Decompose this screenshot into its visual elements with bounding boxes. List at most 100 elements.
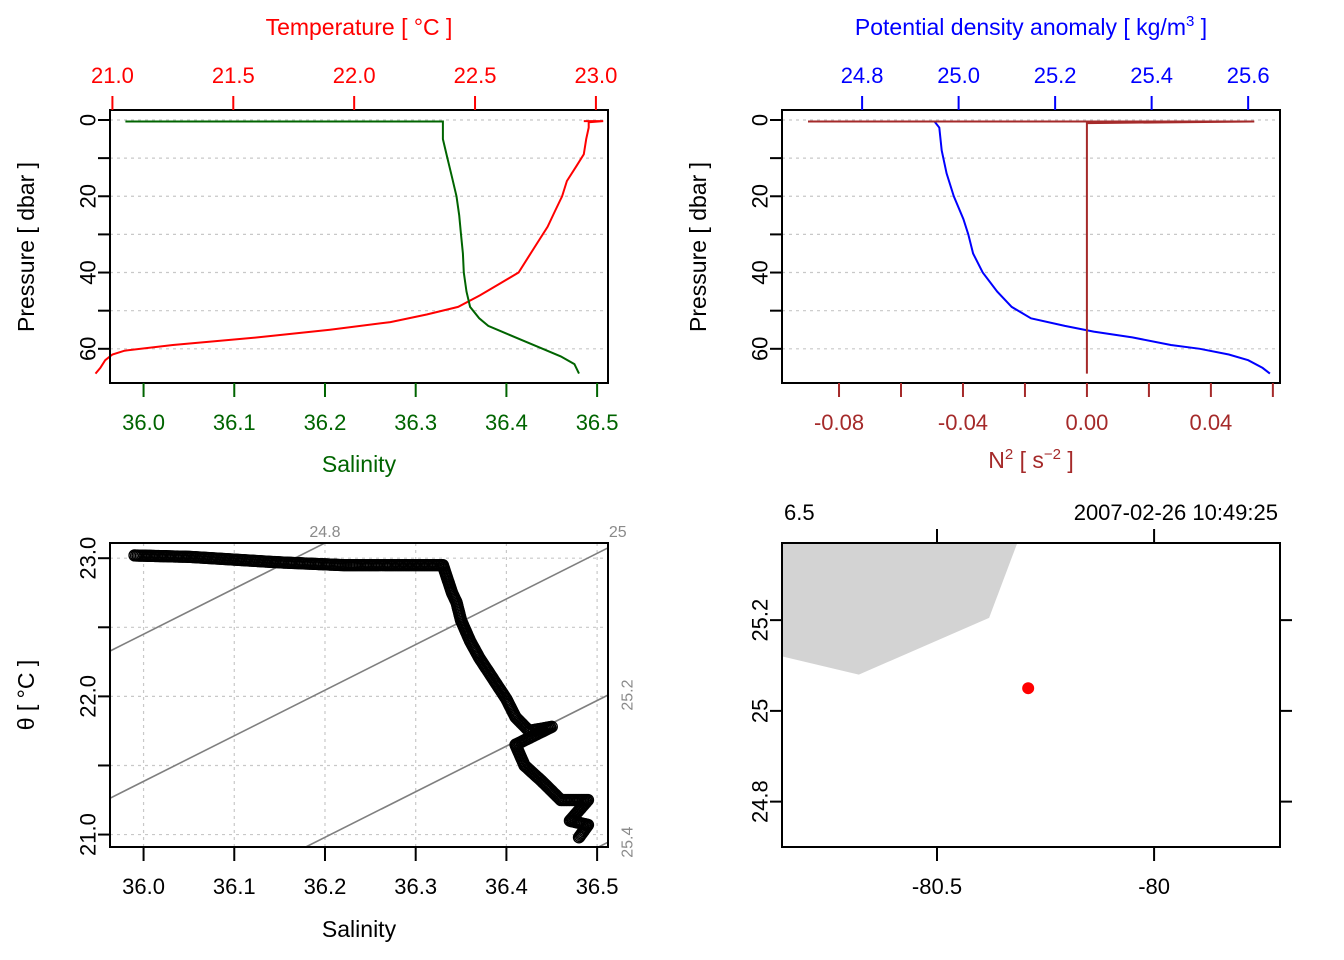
y-tick-label: 21.0	[76, 813, 101, 856]
isopycnal-25	[110, 546, 608, 800]
plot-frame	[781, 109, 1281, 384]
top-tick-label: 25.6	[1227, 63, 1270, 88]
ts-point	[573, 829, 587, 843]
title-main: N	[988, 447, 1005, 473]
y-tick-label: 40	[76, 260, 101, 284]
grid	[110, 119, 608, 350]
x-axis-salinity: 36.0 36.1 36.2 36.3 36.4 36.5	[122, 847, 619, 899]
ts-point	[572, 831, 586, 844]
y-tick-label: 23.0	[76, 537, 101, 580]
top-tick-label: 22.0	[333, 63, 376, 88]
y-axis-title: Pressure [ dbar ]	[13, 162, 39, 332]
y-tick-label: 40	[748, 260, 773, 284]
y-tick-label: 24.8	[748, 780, 773, 823]
x-tick-label: 36.3	[394, 874, 437, 899]
grid	[782, 119, 1280, 350]
bottom-axis-n2: -0.08 -0.04 0.00 0.04	[814, 383, 1274, 435]
station-map-panel: -80.5 -80 24.8 25 25.2 6.5 2007-02-26 10:49:…	[748, 500, 1292, 899]
bottom-axis-title: Salinity	[322, 451, 397, 477]
bottom-tick-label: 36.2	[304, 410, 347, 435]
series-lines	[808, 120, 1271, 375]
bottom-tick-label: 36.5	[576, 410, 619, 435]
x-tick-label: -80	[1138, 874, 1170, 899]
y-tick-label: 0	[748, 114, 773, 126]
isopycnal-label: 25.4	[620, 827, 637, 858]
y-axis-pressure: 0 20 40 60	[76, 114, 110, 361]
title-superscript: 3	[1186, 13, 1194, 30]
y-axis-theta: 21.0 22.0 23.0	[76, 537, 110, 856]
top-tick-label: 25.0	[937, 63, 980, 88]
land-polygon	[782, 543, 1018, 675]
top-axis-temperature: 21.0 21.5 22.0 22.5 23.0	[91, 63, 617, 110]
x-tick-label: 36.5	[576, 874, 619, 899]
bottom-axis-title: N2 [ s−2 ]	[988, 446, 1074, 473]
bottom-tick-label: 36.4	[485, 410, 528, 435]
y-axis-title: θ [ °C ]	[13, 660, 39, 731]
ts-point	[575, 827, 588, 840]
y-tick-label: 60	[76, 337, 101, 361]
title-main: Potential density anomaly [ kg/m	[855, 14, 1186, 40]
y-tick-label: 60	[748, 337, 773, 361]
y-tick-label: 20	[748, 184, 773, 208]
isopycnal-label: 24.8	[309, 524, 340, 541]
bottom-tick-label: 0.04	[1189, 410, 1232, 435]
title-end: ]	[1194, 14, 1207, 40]
bottom-tick-label: 36.1	[213, 410, 256, 435]
station-marker[interactable]	[1022, 682, 1035, 695]
y-tick-label: 22.0	[76, 675, 101, 718]
top-axis-density: 24.8 25.0 25.2 25.4 25.6	[841, 63, 1270, 110]
y-axis-title: Pressure [ dbar ]	[685, 162, 711, 332]
y-tick-label: 25	[748, 699, 773, 723]
top-tick-label: 22.5	[454, 63, 497, 88]
series-temperature-line	[94, 120, 604, 375]
top-tick-label: 23.0	[574, 63, 617, 88]
top-tick-label: 21.0	[91, 63, 134, 88]
title-mid: [ s	[1013, 447, 1044, 473]
top-tick-label: 25.4	[1130, 63, 1173, 88]
plot-frame	[109, 542, 609, 848]
top-tick-label: 21.5	[212, 63, 255, 88]
x-tick-label: 36.0	[122, 874, 165, 899]
plot-frame	[109, 109, 609, 384]
y-tick-label: 20	[76, 184, 101, 208]
plot-frame	[781, 542, 1281, 848]
x-tick-label: 36.4	[485, 874, 528, 899]
top-tick-label: 25.2	[1034, 63, 1077, 88]
top-axis-title: Potential density anomaly [ kg/m3 ]	[855, 13, 1207, 40]
x-axis-title: Salinity	[322, 916, 397, 942]
series-potential-density-anomaly-line	[813, 120, 1271, 375]
y-axis-pressure: 0 20 40 60	[748, 114, 782, 361]
isopycnal-label: 25	[609, 524, 627, 541]
bottom-tick-label: -0.08	[814, 410, 864, 435]
x-tick-label: 36.2	[304, 874, 347, 899]
series-lines	[94, 120, 604, 375]
map-axes: -80.5 -80 24.8 25 25.2	[748, 529, 1292, 899]
profile-density-n2-panel: 0 20 40 60 24.8 25.0 25.2 25.4 25.6 -0.08 -0.04 0…	[685, 13, 1281, 473]
grid	[110, 543, 608, 847]
bottom-tick-label: 36.0	[122, 410, 165, 435]
y-tick-label: 0	[76, 114, 101, 126]
bottom-tick-label: 0.00	[1066, 410, 1109, 435]
isopycnal-label: 25.2	[620, 679, 637, 710]
bottom-tick-label: -0.04	[938, 410, 988, 435]
station-datetime: 2007-02-26 10:49:25	[1074, 500, 1278, 525]
top-axis-title: Temperature [ °C ]	[266, 14, 453, 40]
x-tick-label: 36.1	[213, 874, 256, 899]
title-end: ]	[1061, 447, 1074, 473]
bottom-axis-salinity: 36.0 36.1 36.2 36.3 36.4 36.5	[122, 383, 619, 435]
y-tick-label: 25.2	[748, 599, 773, 642]
x-tick-label: -80.5	[912, 874, 962, 899]
ts-points	[128, 549, 595, 844]
top-tick-label: 24.8	[841, 63, 884, 88]
top-left-label: 6.5	[784, 500, 815, 525]
series-salinity-line	[125, 120, 580, 375]
ts-point	[574, 828, 587, 841]
series-n2-line	[808, 120, 1255, 374]
title-superscript: 2	[1005, 446, 1013, 463]
bottom-tick-label: 36.3	[394, 410, 437, 435]
isopycnal-24.8	[110, 543, 327, 652]
